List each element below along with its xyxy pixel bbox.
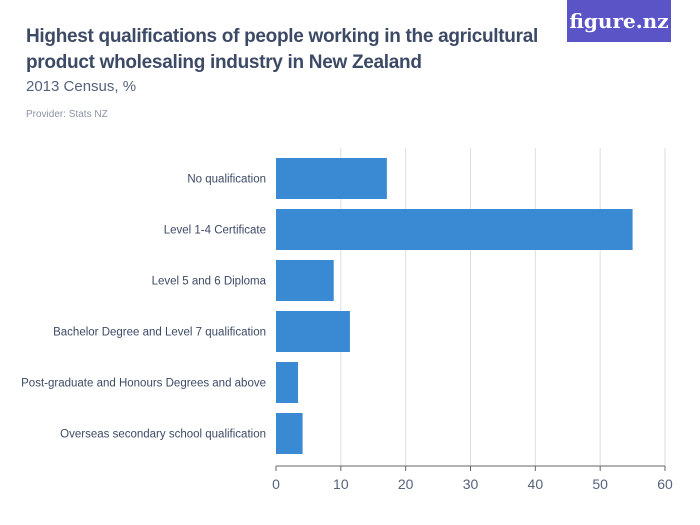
category-label: Level 5 and 6 Diploma bbox=[152, 276, 267, 288]
chart-title: Highest qualifications of people working… bbox=[26, 26, 538, 73]
bar bbox=[276, 311, 350, 352]
x-tick-label: 40 bbox=[528, 476, 544, 492]
x-tick-label: 20 bbox=[398, 476, 414, 492]
x-tick-label: 10 bbox=[333, 476, 349, 492]
category-label: Bachelor Degree and Level 7 qualificatio… bbox=[53, 327, 266, 339]
chart-subtitle: 2013 Census, % bbox=[26, 78, 137, 95]
figure-nz-logo[interactable]: figure.nz bbox=[567, 0, 671, 42]
x-tick-label: 60 bbox=[657, 476, 673, 492]
bar bbox=[276, 158, 387, 199]
x-tick-label: 30 bbox=[463, 476, 479, 492]
x-tick-label: 0 bbox=[272, 476, 280, 492]
provider-label: Provider: Stats NZ bbox=[26, 109, 108, 120]
bar bbox=[276, 260, 334, 301]
bar bbox=[276, 209, 633, 250]
category-label: No qualification bbox=[187, 174, 266, 186]
bar bbox=[276, 362, 299, 403]
x-tick-label: 50 bbox=[592, 476, 608, 492]
category-label: Post-graduate and Honours Degrees and ab… bbox=[21, 378, 266, 390]
logo-text: figure.nz bbox=[569, 9, 669, 33]
category-label: Overseas secondary school qualification bbox=[60, 429, 266, 441]
category-label: Level 1-4 Certificate bbox=[164, 225, 266, 237]
bar bbox=[276, 413, 303, 454]
